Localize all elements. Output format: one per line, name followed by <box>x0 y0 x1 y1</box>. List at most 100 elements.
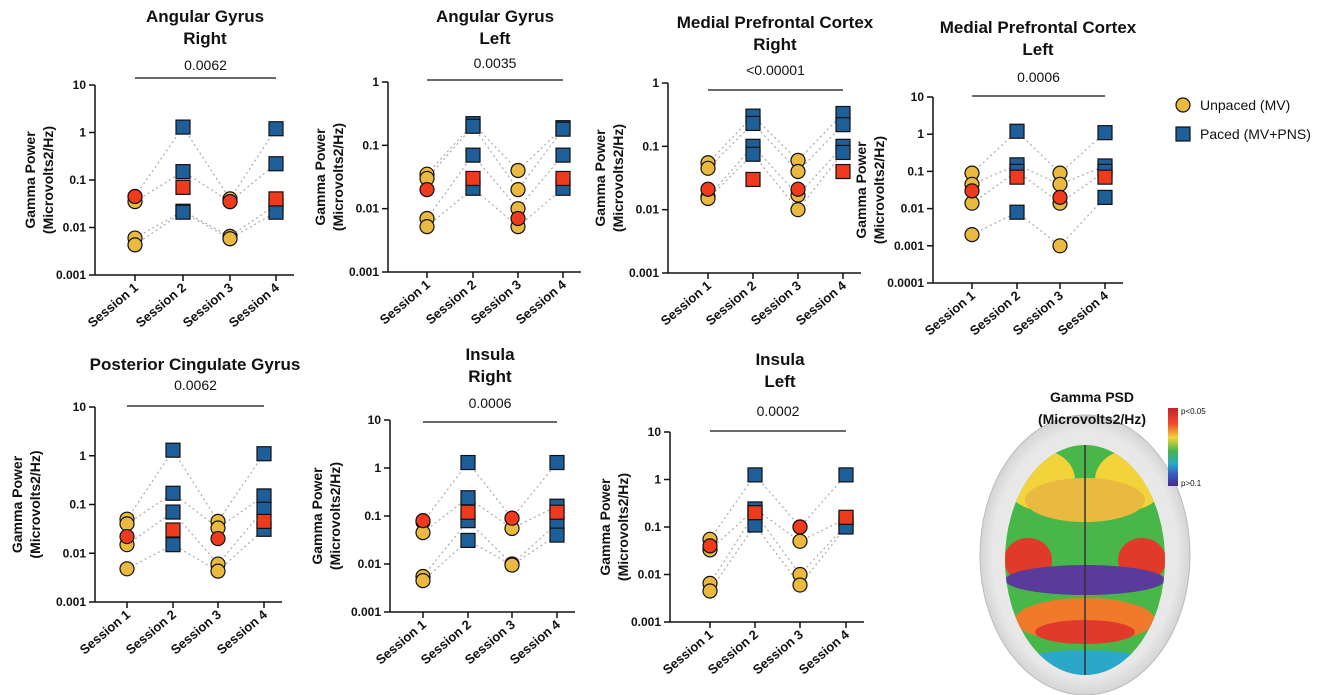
mean-point <box>1010 170 1024 184</box>
y-tick-label: 0.001 <box>629 266 659 280</box>
data-point <box>120 562 134 576</box>
data-point <box>511 183 525 197</box>
x-tick-label: Session 4 <box>214 606 271 657</box>
data-point <box>505 558 519 572</box>
subject-line <box>427 188 563 226</box>
y-tick-label: 0.001 <box>894 239 924 253</box>
x-tick-label: Session 4 <box>796 626 853 677</box>
y-tick-label: 0.01 <box>638 568 662 582</box>
y-tick-label: 0.1 <box>69 173 86 187</box>
subject-line <box>710 509 846 550</box>
x-tick-label: Session 4 <box>226 279 283 330</box>
legend-marker <box>1176 127 1190 141</box>
y-tick-label: 0.1 <box>69 498 86 512</box>
data-point <box>793 578 807 592</box>
chart-title: Left <box>1022 40 1054 59</box>
mean-point <box>836 165 850 179</box>
y-axis-label: (Microvolts2/Hz) <box>610 124 626 232</box>
chart-title: Insula <box>755 350 805 369</box>
y-tick-label: 10 <box>368 413 382 427</box>
data-point <box>1098 190 1112 204</box>
mean-point <box>746 172 760 186</box>
data-point <box>257 489 271 503</box>
figure: Gamma PSD (Microvolts2/Hz) p<0.05 p>0.1 … <box>0 0 1336 695</box>
mean-point <box>211 532 225 546</box>
mean-point <box>748 506 762 520</box>
data-point <box>550 528 564 542</box>
y-tick-label: 1 <box>79 126 86 140</box>
y-tick-label: 1 <box>917 127 924 141</box>
chart-title: Left <box>479 29 511 48</box>
chart-title: Angular Gyrus <box>436 7 554 26</box>
x-tick-label: Session 3 <box>180 280 236 331</box>
data-point <box>166 538 180 552</box>
mean-point <box>416 514 430 528</box>
mean-point <box>257 514 271 528</box>
p-value: 0.0062 <box>184 57 227 73</box>
y-tick-label: 0.001 <box>56 595 86 609</box>
y-tick-label: 1 <box>652 76 659 90</box>
chart-title: Medial Prefrontal Cortex <box>677 13 874 32</box>
data-point <box>176 120 190 134</box>
y-tick-label: 0.01 <box>636 203 660 217</box>
y-tick-label: 1 <box>654 473 661 487</box>
mean-point <box>420 183 434 197</box>
data-point <box>166 505 180 519</box>
subject-line <box>127 509 264 564</box>
mean-point <box>965 184 979 198</box>
data-point <box>466 119 480 133</box>
chart-title: Angular Gyrus <box>146 7 264 26</box>
x-tick-label: Session 4 <box>793 277 850 328</box>
y-tick-label: 0.001 <box>56 268 86 282</box>
brain-title: (Microvolts2/Hz) <box>1038 411 1146 427</box>
subject-line <box>972 165 1105 184</box>
y-tick-label: 0.001 <box>349 265 379 279</box>
y-axis-label: (Microvolts2/Hz) <box>615 473 631 581</box>
x-tick-label: Session 2 <box>133 280 189 331</box>
p-value: 0.0062 <box>174 377 217 393</box>
p-value: 0.0006 <box>469 395 512 411</box>
subject-line <box>127 450 264 521</box>
data-point <box>836 118 850 132</box>
data-point <box>120 517 134 531</box>
y-tick-label: 0.1 <box>364 509 381 523</box>
data-point <box>791 165 805 179</box>
mean-point <box>556 171 570 185</box>
y-tick-label: 0.01 <box>63 221 87 235</box>
mean-point <box>120 530 134 544</box>
mean-point <box>128 189 142 203</box>
y-tick-label: 0.1 <box>642 139 659 153</box>
x-tick-label: Session 4 <box>1055 287 1112 338</box>
y-tick-label: 10 <box>73 78 87 92</box>
y-axis-label: Gamma Power <box>309 467 325 565</box>
brain-title: Gamma PSD <box>1050 389 1134 405</box>
y-tick-label: 0.01 <box>356 202 380 216</box>
subject-line <box>423 463 557 522</box>
mean-point <box>176 180 190 194</box>
subject-line <box>710 525 846 591</box>
mean-point <box>269 192 283 206</box>
data-point <box>1010 124 1024 138</box>
x-tick-label: Session 1 <box>377 277 433 328</box>
scale-label: p<0.05 <box>1181 407 1206 416</box>
y-axis-label: (Microvolts2/Hz) <box>40 126 56 234</box>
data-point <box>1053 177 1067 191</box>
subject-line <box>708 113 843 162</box>
p-value: 0.0035 <box>474 55 517 71</box>
mean-point <box>550 505 564 519</box>
data-point <box>257 447 271 461</box>
mean-point <box>703 539 717 553</box>
x-tick-label: Session 1 <box>85 280 141 331</box>
subject-line <box>708 123 843 171</box>
y-tick-label: 0.01 <box>358 557 382 571</box>
data-point <box>269 122 283 136</box>
subject-line <box>135 212 276 245</box>
y-axis-label: Gamma Power <box>592 129 608 227</box>
y-axis-label: (Microvolts2/Hz) <box>27 450 43 558</box>
x-tick-label: Session 4 <box>513 276 570 327</box>
data-point <box>461 491 475 505</box>
legend-label: Paced (MV+PNS) <box>1200 126 1311 142</box>
chart-title: Posterior Cingulate Gyrus <box>90 355 301 374</box>
data-point <box>420 220 434 234</box>
chart-title: Left <box>764 372 796 391</box>
